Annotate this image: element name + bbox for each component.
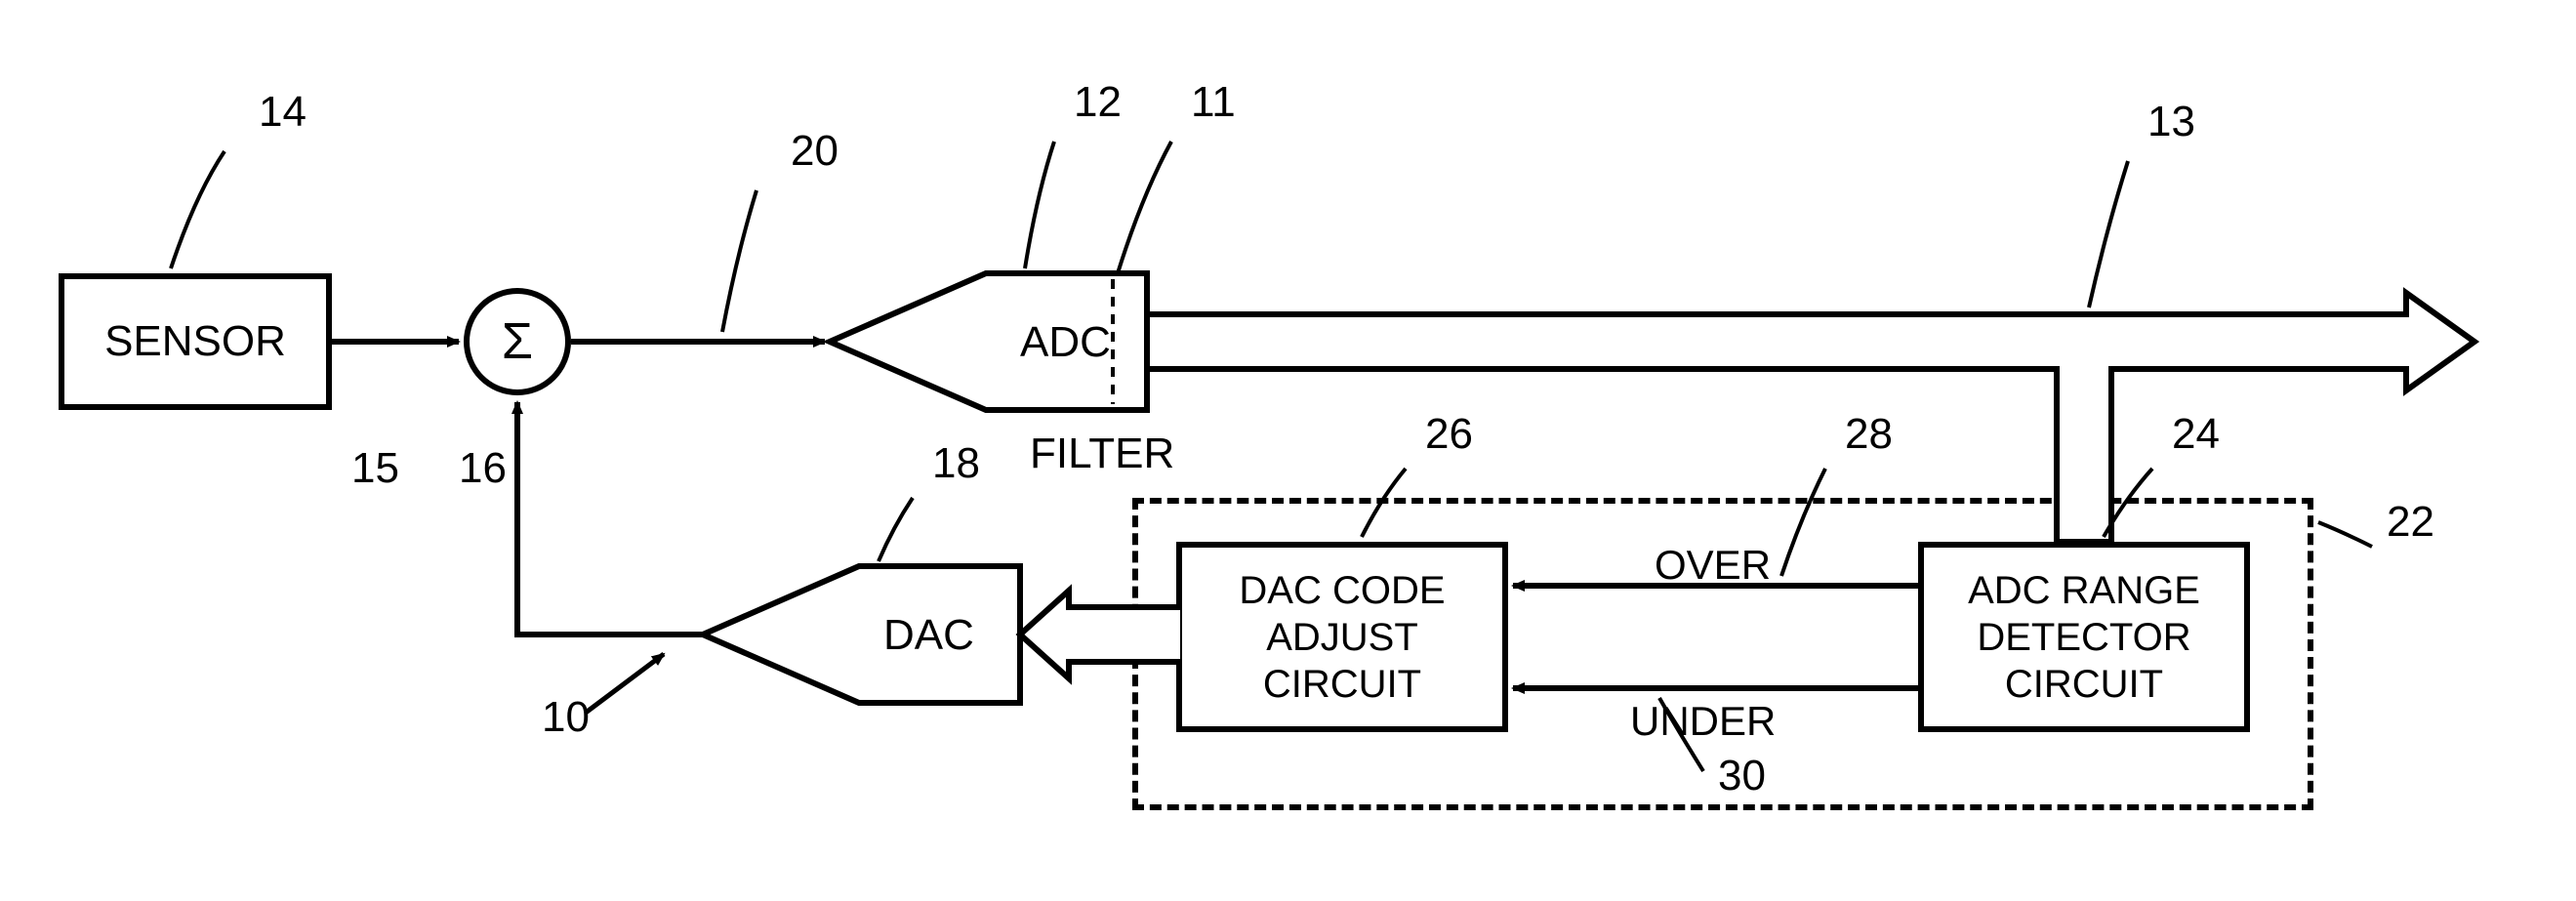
callout-16: 16 — [459, 444, 507, 493]
callout-20: 20 — [791, 127, 838, 176]
adc-shape — [830, 273, 1147, 410]
arrow-dac-to-summer — [517, 402, 703, 635]
callout-22: 22 — [2387, 498, 2434, 547]
under-label: UNDER — [1630, 698, 1776, 745]
adc-label: ADC — [1020, 318, 1111, 366]
callout-12: 12 — [1074, 78, 1122, 127]
summer-symbol: Σ — [502, 312, 533, 371]
callout-24: 24 — [2172, 410, 2220, 459]
dac-label: DAC — [883, 611, 974, 659]
callout-30: 30 — [1718, 752, 1766, 800]
callout-18: 18 — [932, 439, 980, 488]
dac-shape — [703, 566, 1020, 703]
summer-node: Σ — [464, 288, 571, 395]
bus-adc-output — [1147, 293, 2474, 390]
sensor-block: SENSOR — [59, 273, 332, 410]
diagram-canvas: SENSOR Σ DAC CODE ADJUST CIRCUIT ADC RAN… — [0, 0, 2576, 901]
sensor-label: SENSOR — [104, 317, 286, 366]
callout-28: 28 — [1845, 410, 1893, 459]
callout-11: 11 — [1191, 78, 1236, 127]
callout-15: 15 — [351, 444, 399, 493]
callout-26: 26 — [1425, 410, 1473, 459]
callout-14: 14 — [259, 88, 307, 137]
callout-10: 10 — [542, 693, 590, 742]
over-label: OVER — [1655, 542, 1771, 589]
callout-13: 13 — [2147, 98, 2195, 146]
filter-label: FILTER — [1030, 430, 1174, 478]
